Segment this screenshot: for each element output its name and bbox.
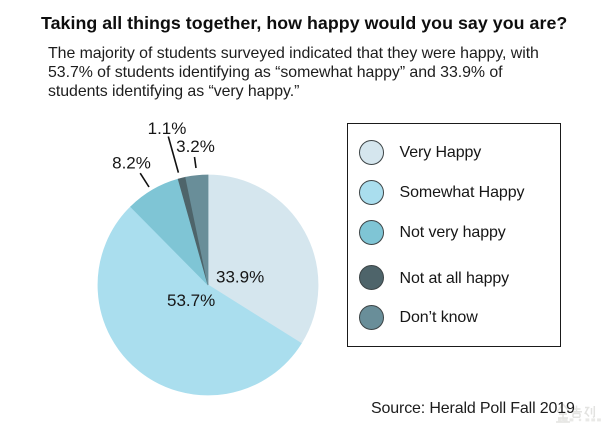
svg-text:33.9%: 33.9% bbox=[216, 267, 264, 286]
svg-text:53.7%: 53.7% bbox=[167, 291, 215, 310]
svg-text:3.2%: 3.2% bbox=[176, 137, 215, 156]
svg-text:1.1%: 1.1% bbox=[148, 119, 187, 138]
svg-text:8.2%: 8.2% bbox=[112, 154, 151, 173]
